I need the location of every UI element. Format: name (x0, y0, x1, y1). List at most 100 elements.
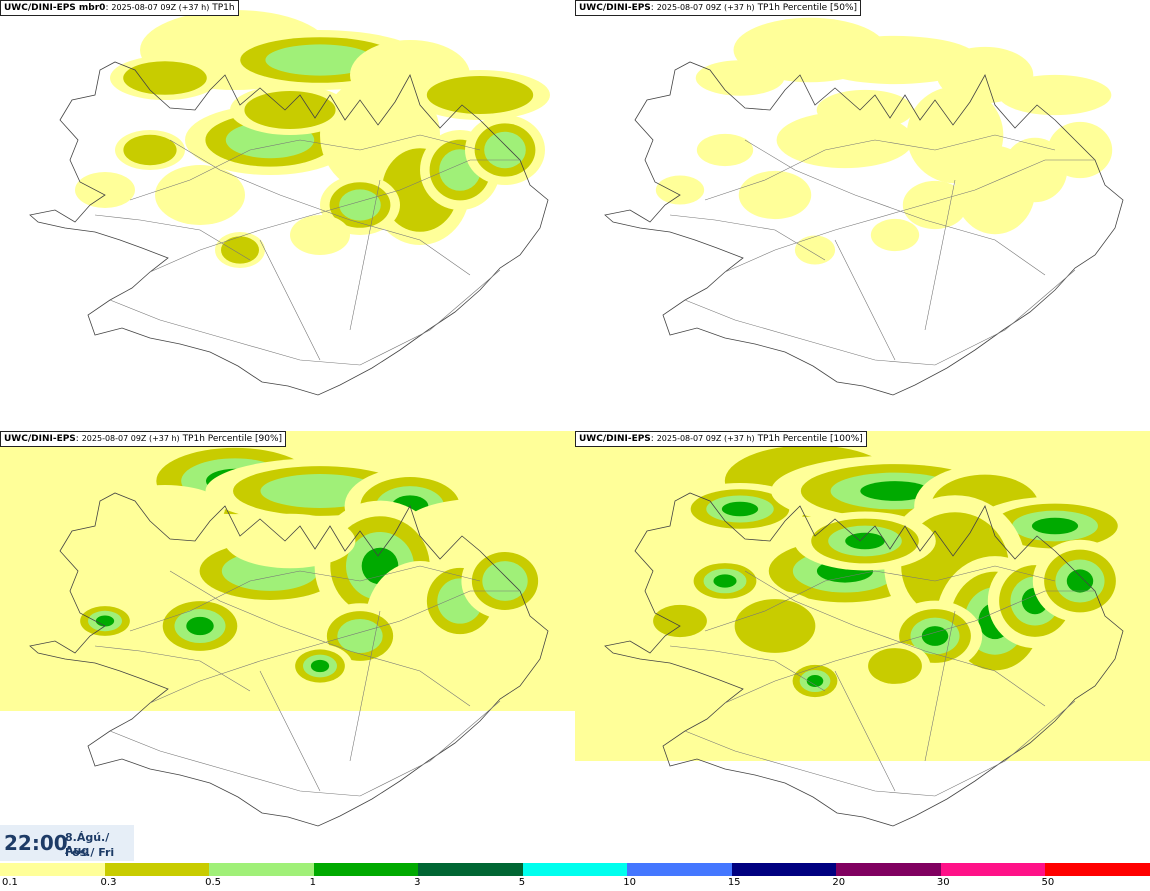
road-line (109, 269, 501, 366)
coastline (29, 492, 549, 827)
precip-area (212, 661, 268, 701)
coastline (29, 61, 549, 396)
road-line (129, 134, 481, 201)
precip-area (339, 189, 381, 221)
road-line (169, 139, 471, 276)
road-line (924, 179, 956, 331)
legend-tick-label: 3 (414, 877, 421, 888)
road-line (704, 565, 1056, 632)
panel-title: UWC/DINI-EPS: 2025-08-07 09Z (+37 h) TP1… (575, 431, 867, 447)
precip-area (426, 76, 534, 114)
road-line (94, 214, 251, 261)
legend-swatch (313, 863, 419, 876)
precip-area (696, 133, 754, 167)
precip-area (123, 134, 177, 166)
precip-area (868, 648, 922, 684)
precip-area (105, 485, 225, 533)
panel-title: UWC/DINI-EPS: 2025-08-07 09Z (+37 h) TP1… (575, 0, 862, 16)
precip-area (337, 618, 383, 654)
legend-tick-label: 0.1 (2, 877, 18, 888)
legend-tick-label: 15 (727, 877, 741, 888)
valid-time-box: 22:00 8.Ágú./ Aug Fös./ Fri (0, 825, 134, 861)
precip-map (575, 431, 1150, 827)
precip-area (244, 91, 336, 129)
precip-area (95, 615, 115, 627)
color-legend: 0.1 0.3 0.5 1 3 5 10 15 20 30 50 (0, 863, 1150, 891)
legend-tick-label: 5 (518, 877, 526, 888)
legend-tick-label: 0.5 (205, 877, 221, 888)
coastline (604, 61, 1124, 396)
precip-area (734, 599, 816, 653)
precip-area (310, 659, 330, 673)
precip-area (816, 89, 914, 131)
road-line (259, 239, 321, 361)
precip-area (653, 604, 707, 638)
legend-tick-label: 50 (1041, 877, 1055, 888)
precip-area (155, 165, 245, 225)
legend-swatch (104, 863, 210, 876)
valid-day: Fös./ Fri (65, 846, 115, 859)
road-line (259, 670, 321, 792)
precip-map (604, 17, 1124, 396)
precip-map (29, 10, 550, 396)
road-line (704, 134, 1056, 201)
road-line (129, 565, 481, 632)
map-panel-p90: UWC/DINI-EPS: 2025-08-07 09Z (+37 h) TP1… (0, 431, 575, 861)
legend-tick-label: 1 (309, 877, 316, 888)
precip-area (721, 501, 759, 517)
precip-area (655, 175, 705, 205)
road-line (834, 239, 896, 361)
road-line (744, 139, 1046, 276)
map-panel-p50: UWC/DINI-EPS: 2025-08-07 09Z (+37 h) TP1… (575, 0, 1150, 430)
valid-date: 8.Ágú./ Aug (65, 831, 110, 857)
coastline (604, 492, 1124, 827)
legend-tick-label: 0.3 (100, 877, 117, 888)
road-line (669, 214, 826, 261)
legend-tick-label: 10 (623, 877, 636, 888)
precip-area (224, 513, 356, 569)
legend-tick-label: 30 (936, 877, 950, 888)
road-line (684, 700, 1076, 797)
road-line (149, 159, 520, 273)
precip-area (111, 559, 189, 603)
legend-swatch (1045, 863, 1150, 876)
precip-area (860, 481, 930, 501)
precip-area (1031, 517, 1079, 535)
precip-area (484, 131, 526, 169)
road-line (924, 610, 956, 762)
precip-area (186, 616, 214, 636)
precip-area (806, 675, 824, 687)
precip-area (265, 44, 375, 76)
road-line (149, 590, 520, 704)
precip-area (290, 215, 350, 255)
road-line (669, 645, 826, 692)
precip-area (870, 218, 920, 252)
precip-area (403, 498, 557, 554)
road-line (109, 700, 501, 797)
precip-area (75, 172, 135, 208)
precip-area (902, 180, 968, 230)
precip-area (221, 236, 259, 264)
road-line (724, 590, 1095, 704)
panel-title: UWC/DINI-EPS mbr0: 2025-08-07 09Z (+37 h… (0, 0, 239, 16)
precip-area (998, 74, 1112, 116)
precip-area (845, 532, 885, 550)
legend-swatch (731, 863, 837, 876)
map-panel-mbr0: UWC/DINI-EPS mbr0: 2025-08-07 09Z (+37 h… (0, 0, 575, 430)
precip-area (695, 60, 785, 96)
road-line (349, 179, 381, 331)
precip-map (0, 431, 575, 827)
road-line (169, 570, 471, 707)
legend-swatch (0, 863, 106, 876)
precip-area (1066, 569, 1094, 593)
precip-area (794, 235, 836, 265)
legend-swatch (627, 863, 733, 876)
precip-area (713, 574, 737, 588)
precip-area (482, 561, 528, 601)
legend-tick-label: 20 (832, 877, 846, 888)
legend-swatch (940, 863, 1046, 876)
legend-swatch (836, 863, 942, 876)
panel-title: UWC/DINI-EPS: 2025-08-07 09Z (+37 h) TP1… (0, 431, 287, 447)
precip-area (738, 170, 812, 220)
precip-area (921, 626, 949, 646)
